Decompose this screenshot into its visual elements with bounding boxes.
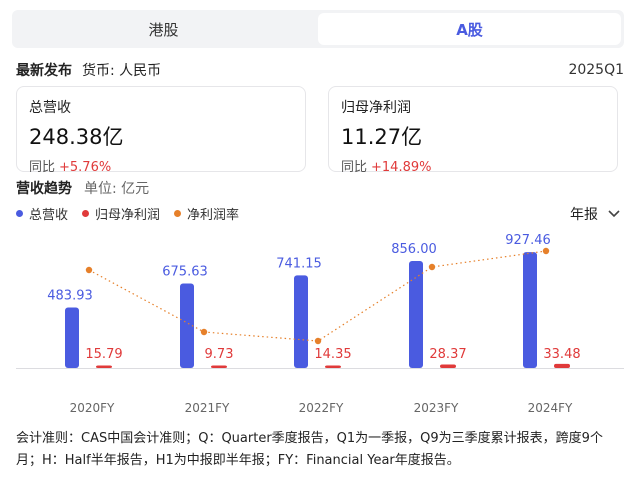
revenue-label: 总营收 xyxy=(29,100,71,116)
x-tick-label: 2020FY xyxy=(70,401,115,415)
net-profit-value: 11.27亿 xyxy=(341,125,423,149)
net-profit-bar xyxy=(554,363,570,368)
revenue-data-label: 675.63 xyxy=(162,265,208,280)
revenue-bar xyxy=(294,275,308,368)
release-info: 最新发布 货币: 人民币 2025Q1 xyxy=(16,60,624,80)
net-profit-bar xyxy=(440,364,456,368)
legend-item-net-margin: 净利润率 xyxy=(174,204,239,223)
accounting-note: 会计准则：CAS中国会计准则；Q：Quarter季度报告，Q1为一季报，Q9为三… xyxy=(16,431,603,468)
market-tabs: 港股 A股 xyxy=(12,10,624,48)
yoy-label: 同比 xyxy=(341,160,368,175)
latest-release-label: 最新发布 xyxy=(16,63,72,79)
net-margin-point xyxy=(428,263,436,271)
chevron-down-icon xyxy=(608,207,620,221)
x-tick-label: 2023FY xyxy=(414,401,459,415)
legend-dot-net-margin xyxy=(174,210,182,217)
legend-label-revenue: 总营收 xyxy=(29,208,69,223)
revenue-data-label: 927.46 xyxy=(505,233,551,248)
report-period: 2025Q1 xyxy=(568,62,624,78)
net-profit-card: 归母净利润 11.27亿 同比 +14.89% xyxy=(328,86,618,175)
legend-dot-net-profit xyxy=(82,210,90,217)
report-type-value: 年报 xyxy=(570,207,598,223)
net-margin-point xyxy=(85,266,93,274)
revenue-yoy: 同比 +5.76% xyxy=(29,156,293,175)
revenue-data-label: 483.93 xyxy=(47,289,93,304)
x-tick-label: 2024FY xyxy=(528,401,573,415)
report-type-dropdown[interactable]: 年报 xyxy=(570,204,620,224)
revenue-bar xyxy=(65,307,79,368)
net-profit-data-label: 33.48 xyxy=(543,347,580,362)
net-profit-data-label: 15.79 xyxy=(85,347,122,362)
net-profit-bar xyxy=(325,365,341,368)
tab-hk-shares[interactable]: 港股 xyxy=(148,20,179,39)
revenue-data-label: 741.15 xyxy=(276,256,322,271)
revenue-bar xyxy=(180,283,194,368)
net-margin-point xyxy=(314,337,322,345)
net-margin-point xyxy=(200,328,208,336)
legend-dot-revenue xyxy=(16,210,23,217)
x-tick-label: 2021FY xyxy=(185,401,230,415)
revenue-value: 248.38亿 xyxy=(29,125,124,149)
net-profit-yoy-value: +14.89% xyxy=(371,160,432,175)
trend-unit: 单位: 亿元 xyxy=(84,181,150,197)
net-profit-bar xyxy=(211,365,227,368)
tab-a-shares[interactable]: A股 xyxy=(318,13,621,45)
net-profit-data-label: 14.35 xyxy=(314,347,351,362)
x-tick-label: 2022FY xyxy=(299,401,344,415)
yoy-label: 同比 xyxy=(29,160,56,175)
legend-label-net-profit: 归母净利润 xyxy=(95,208,161,223)
net-profit-label: 归母净利润 xyxy=(341,100,411,116)
currency-label: 货币: 人民币 xyxy=(82,63,162,79)
legend-label-net-margin: 净利润率 xyxy=(187,208,240,223)
trend-header: 营收趋势 单位: 亿元 xyxy=(16,178,149,198)
net-profit-yoy: 同比 +14.89% xyxy=(341,156,605,175)
revenue-data-label: 856.00 xyxy=(391,242,437,257)
revenue-trend-chart: 483.93 15.79 2020FY 675.63 9.73 2021FY 741.15 1… xyxy=(16,233,624,415)
net-margin-line xyxy=(88,250,547,342)
revenue-bar xyxy=(409,261,423,368)
chart-legend: 总营收 归母净利润 净利润率 xyxy=(16,204,253,223)
net-profit-data-label: 28.37 xyxy=(429,347,466,362)
legend-item-net-profit: 归母净利润 xyxy=(82,204,160,223)
legend-item-revenue: 总营收 xyxy=(16,204,68,223)
net-profit-data-label: 9.73 xyxy=(205,347,234,362)
revenue-bar xyxy=(523,252,537,368)
revenue-card: 总营收 248.38亿 同比 +5.76% xyxy=(16,86,306,175)
trend-title: 营收趋势 xyxy=(16,181,72,197)
revenue-yoy-value: +5.76% xyxy=(59,160,112,175)
net-profit-bar xyxy=(96,365,112,368)
net-margin-point xyxy=(542,247,550,255)
